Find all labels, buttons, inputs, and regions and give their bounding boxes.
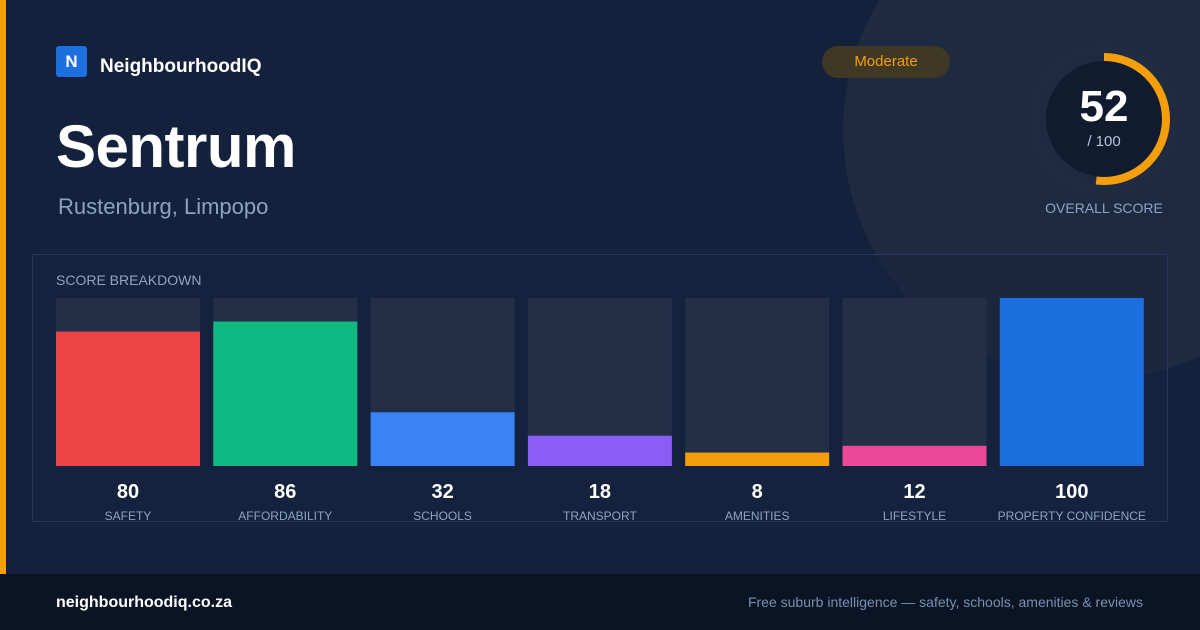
score-breakdown-chart: 80 SAFETY 86 AFFORDABILITY 32 SCHOOLS 18 TRANSP… <box>56 298 1146 523</box>
bar-value-label: 86 <box>274 481 296 503</box>
bar-value-label: 80 <box>117 481 139 503</box>
bar-amenities <box>685 452 830 466</box>
bar-track <box>685 298 830 466</box>
accent-bar <box>0 0 6 574</box>
overall-score-value: 52 <box>1079 82 1129 131</box>
footer <box>0 574 1200 630</box>
bar-category-label: LIFESTYLE <box>883 509 946 523</box>
bar-safety <box>56 331 200 466</box>
bar-property-confidence <box>999 298 1144 466</box>
bar-category-label: AFFORDABILITY <box>238 509 332 523</box>
overall-score-denominator: / 100 <box>1087 133 1121 150</box>
bar-value-label: 100 <box>1055 481 1088 503</box>
overall-score-label: OVERALL SCORE <box>1045 200 1163 216</box>
bar-value-label: 18 <box>589 481 611 503</box>
bar-transport <box>527 435 672 466</box>
footer-tagline: Free suburb intelligence — safety, schoo… <box>747 594 1143 610</box>
logo-icon: N <box>56 46 87 77</box>
bar-track <box>842 298 987 466</box>
bar-value-label: 32 <box>431 481 453 503</box>
brand-name: NeighbourhoodIQ <box>100 56 262 77</box>
suburb-title: Sentrum <box>56 113 296 180</box>
breakdown-title: SCORE BREAKDOWN <box>56 272 202 288</box>
bar-affordability <box>213 321 358 466</box>
suburb-location: Rustenburg, Limpopo <box>58 194 269 219</box>
score-ring-progress <box>1038 53 1170 185</box>
bar-value-label: 8 <box>752 481 763 503</box>
bar-value-label: 12 <box>903 481 925 503</box>
bar-category-label: SAFETY <box>105 509 152 523</box>
rating-badge: Moderate <box>822 46 950 78</box>
overall-score-ring <box>1028 43 1180 195</box>
bar-category-label: PROPERTY CONFIDENCE <box>998 509 1146 523</box>
bar-category-label: SCHOOLS <box>413 509 472 523</box>
bar-category-label: TRANSPORT <box>563 509 637 523</box>
bar-category-label: AMENITIES <box>725 509 790 523</box>
footer-domain-link[interactable]: neighbourhoodiq.co.za <box>56 594 232 611</box>
bar-schools <box>370 412 515 466</box>
bar-lifestyle <box>842 445 987 466</box>
